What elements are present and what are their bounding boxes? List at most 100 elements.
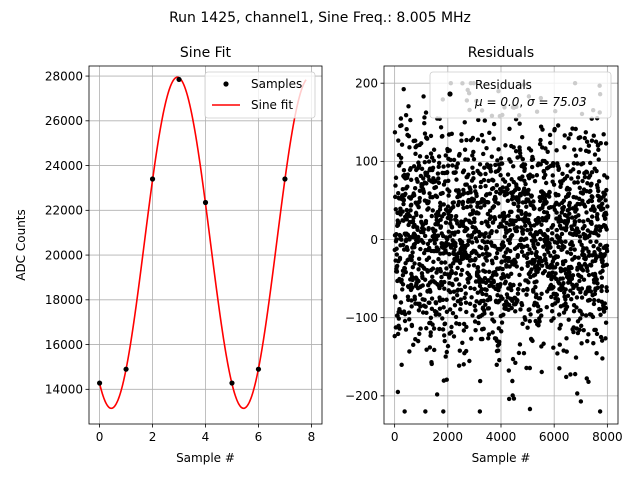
residual-point xyxy=(443,220,449,225)
residual-point xyxy=(527,365,533,371)
residual-point xyxy=(405,247,410,253)
residual-point xyxy=(466,238,471,243)
residual-point xyxy=(426,174,431,179)
residual-point xyxy=(457,348,463,353)
residual-point xyxy=(591,297,597,303)
residual-point xyxy=(456,199,462,205)
residual-point xyxy=(507,126,512,131)
residual-point xyxy=(482,269,488,274)
residual-point xyxy=(458,301,464,307)
residual-point xyxy=(507,302,512,308)
residual-point xyxy=(498,173,503,178)
residual-point xyxy=(494,272,499,277)
residual-point xyxy=(435,171,441,176)
residual-point xyxy=(578,289,583,295)
residual-point xyxy=(456,229,461,234)
legend-samples-label: Samples xyxy=(251,77,302,91)
residual-point xyxy=(499,320,505,325)
residual-point xyxy=(587,233,592,239)
residual-point xyxy=(478,184,483,190)
residual-point xyxy=(415,338,421,344)
residual-point xyxy=(421,240,426,245)
residual-point xyxy=(394,263,400,269)
residual-point xyxy=(436,212,441,218)
residual-point xyxy=(464,204,470,210)
residual-point xyxy=(473,327,478,333)
residual-point xyxy=(412,241,417,247)
residual-point xyxy=(393,295,398,300)
residual-point xyxy=(536,323,541,328)
residual-point xyxy=(462,120,467,125)
residual-point xyxy=(517,272,522,278)
residual-point xyxy=(427,345,433,350)
residual-point xyxy=(469,258,474,263)
residual-point xyxy=(484,145,489,151)
residual-point xyxy=(522,166,527,171)
residual-point xyxy=(580,161,586,166)
residual-point xyxy=(602,301,608,306)
legend-mu: μ = 0.0 xyxy=(474,95,520,109)
residual-point xyxy=(523,181,528,187)
residual-point xyxy=(437,326,442,332)
residual-point xyxy=(585,338,590,344)
residual-point xyxy=(599,275,605,280)
sample-point xyxy=(149,176,156,182)
residual-point xyxy=(416,256,422,262)
residual-point xyxy=(496,348,501,353)
residuals-points-layer xyxy=(392,81,610,414)
residual-point xyxy=(514,225,520,230)
residual-point xyxy=(467,254,472,259)
residual-point xyxy=(595,285,600,290)
residual-point xyxy=(429,213,434,219)
residual-point xyxy=(486,332,492,337)
residual-point xyxy=(438,217,443,223)
residual-point xyxy=(439,260,444,265)
residual-point xyxy=(440,133,445,139)
residual-point xyxy=(589,181,594,187)
residual-point xyxy=(529,164,535,170)
residual-point xyxy=(589,214,595,219)
sine-fit-ytick-label: 14000 xyxy=(45,383,83,397)
residual-point xyxy=(502,179,508,184)
residual-point xyxy=(564,374,569,380)
residual-point xyxy=(578,274,584,279)
residual-point xyxy=(504,191,510,196)
residual-point xyxy=(531,199,536,204)
residual-point xyxy=(604,285,609,290)
residual-point xyxy=(464,324,469,330)
residual-point xyxy=(541,169,547,174)
residual-point xyxy=(519,249,525,254)
residual-point xyxy=(448,217,453,222)
residual-point xyxy=(515,252,521,258)
residual-point xyxy=(538,162,543,167)
residual-point xyxy=(397,255,403,261)
residual-point xyxy=(582,135,587,141)
residual-point xyxy=(501,210,507,216)
residual-point xyxy=(423,110,429,115)
legend-residuals-label: Residuals xyxy=(475,78,532,92)
residual-point xyxy=(402,311,408,317)
residual-point xyxy=(393,183,398,188)
residual-point xyxy=(586,249,591,254)
residual-point xyxy=(562,244,567,250)
residual-point xyxy=(498,282,503,287)
residual-point xyxy=(515,298,520,303)
legend-residuals-stats: μ = 0.0, σ = 75.03 xyxy=(474,95,587,109)
residual-point xyxy=(428,133,434,139)
residual-point xyxy=(563,297,568,302)
residual-point xyxy=(424,326,429,331)
residual-point xyxy=(493,162,498,168)
residuals-ytick-label: 100 xyxy=(355,155,378,169)
residual-point xyxy=(403,112,409,118)
residual-point xyxy=(596,188,601,194)
residual-point xyxy=(545,227,550,233)
residual-point xyxy=(463,300,469,305)
residual-point xyxy=(463,291,468,296)
residual-point xyxy=(437,295,442,300)
residual-point xyxy=(488,169,494,174)
residual-point xyxy=(549,237,555,242)
residual-point xyxy=(527,247,532,252)
residual-point xyxy=(572,254,578,260)
residual-point xyxy=(465,226,470,232)
residual-point xyxy=(497,214,502,219)
